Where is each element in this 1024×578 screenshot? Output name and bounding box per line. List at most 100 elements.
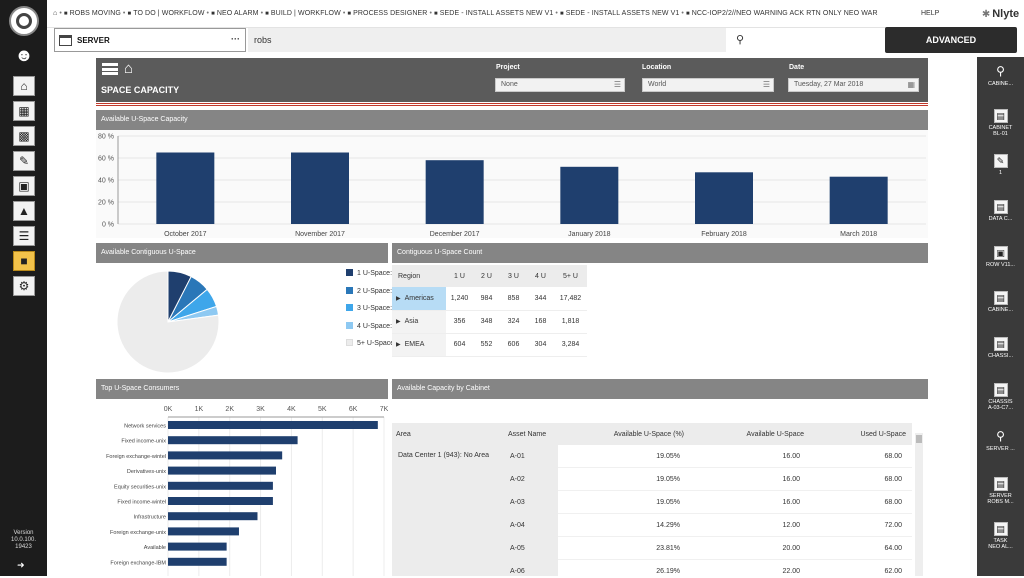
column-header[interactable]: Available U-Space (%) — [613, 431, 684, 438]
more-options-icon[interactable]: ··· — [231, 34, 240, 44]
recent-item[interactable]: ▤ CHASSI... — [977, 337, 1024, 359]
edit-nav-icon[interactable]: ✎ — [13, 151, 35, 171]
asset-name-cell[interactable]: A-03 — [504, 491, 558, 514]
legend-entry[interactable]: 1 U-Space: 2,200 — [346, 269, 411, 277]
recent-item[interactable]: ▤ CABINE... — [977, 291, 1024, 313]
legend-entry[interactable]: 4 U-Space: 816 — [346, 321, 406, 330]
recent-item[interactable]: ⚲ CABINE... — [977, 65, 1024, 88]
table-row[interactable]: A-03 19.05% 16.00 68.00 — [504, 491, 912, 514]
layout-nav-icon[interactable]: ▣ — [13, 176, 35, 196]
breadcrumb-item[interactable]: PROCESS DESIGNER — [353, 10, 428, 17]
scrollbar[interactable] — [915, 433, 923, 576]
date-picker[interactable]: Tuesday, 27 Mar 2018 ▦ — [788, 78, 919, 92]
table-row[interactable]: ▶ EMEA 604 552 606 304 3,284 — [392, 333, 587, 356]
column-header[interactable]: 3 U — [508, 272, 519, 280]
asset-name-cell[interactable]: A-01 — [504, 445, 558, 468]
asset-name-cell[interactable]: A-05 — [504, 537, 558, 560]
bar[interactable] — [168, 557, 227, 566]
home-nav-icon[interactable]: ⌂ — [13, 76, 35, 96]
home-icon[interactable]: ⌂ — [124, 60, 134, 77]
recent-item[interactable]: ▤ TASK NEO AL... — [977, 522, 1024, 550]
column-header[interactable]: 2 U — [481, 272, 492, 280]
column-header[interactable]: Area — [396, 431, 411, 438]
people-icon[interactable]: ☻ — [14, 45, 34, 65]
logout-icon[interactable]: ➜ — [17, 560, 25, 570]
table-row[interactable]: A-05 23.81% 20.00 64.00 — [504, 537, 912, 560]
table-row[interactable]: A-06 26.19% 22.00 62.00 — [504, 560, 912, 576]
bar[interactable] — [168, 497, 273, 505]
column-header[interactable]: 1 U — [454, 272, 465, 280]
bar[interactable] — [156, 152, 215, 225]
bar[interactable] — [168, 451, 283, 460]
recent-item[interactable]: ▤ SERVER ROBS M... — [977, 477, 1024, 505]
breadcrumb-item[interactable]: NEO ALARM — [216, 10, 259, 17]
app-logo-icon[interactable] — [9, 6, 39, 36]
bar[interactable] — [560, 166, 619, 224]
asset-name-cell[interactable]: A-02 — [504, 468, 558, 491]
menu-icon[interactable] — [102, 63, 118, 75]
recent-item[interactable]: ✎ 1 — [977, 154, 1024, 176]
scrollbar-thumb[interactable] — [916, 435, 922, 443]
breadcrumb-item[interactable]: TO DO | WORKFLOW — [133, 10, 205, 17]
column-header[interactable]: Used U-Space — [860, 431, 906, 438]
column-header[interactable]: Asset Name — [508, 431, 547, 438]
list-nav-icon[interactable]: ☰ — [13, 226, 35, 246]
expand-icon[interactable]: ▶ — [396, 342, 401, 348]
region-cell[interactable]: ▶ Americas — [392, 287, 446, 310]
search-input[interactable] — [248, 28, 726, 52]
bar[interactable] — [168, 481, 273, 490]
table-row[interactable]: ▶ Americas 1,240 984 858 344 17,482 — [392, 287, 587, 310]
breadcrumb-item[interactable]: NCC-IOP2/2//NEO WARNING ACK RTN ONLY NEO… — [691, 10, 878, 17]
pick-icon[interactable]: ☰ — [613, 80, 621, 89]
bar[interactable] — [168, 512, 258, 521]
legend-entry[interactable]: 2 U-Space: 1,884 — [346, 286, 411, 295]
bar[interactable] — [291, 152, 349, 225]
project-select[interactable]: None ☰ — [495, 78, 625, 92]
calendar-icon[interactable]: ▦ — [907, 80, 915, 89]
bar[interactable] — [168, 542, 227, 551]
location-select[interactable]: World ☰ — [642, 78, 774, 92]
home-icon[interactable]: ⌂ — [53, 10, 58, 17]
settings-nav-icon[interactable]: ⚙ — [13, 276, 35, 296]
advanced-button[interactable]: ADVANCED — [885, 27, 1017, 53]
expand-icon[interactable]: ▶ — [396, 295, 401, 302]
recent-item[interactable]: ▤ CHASSIS A-03-C7... — [977, 383, 1024, 411]
table-row[interactable]: A-01 19.05% 16.00 68.00 — [504, 445, 912, 468]
bar[interactable] — [168, 421, 378, 429]
table-row[interactable]: A-04 14.29% 12.00 72.00 — [504, 514, 912, 537]
bar[interactable] — [695, 172, 753, 224]
search-icon[interactable]: ⚲ — [736, 34, 745, 46]
column-header[interactable]: Region — [398, 272, 421, 280]
asset-name-cell[interactable]: A-04 — [504, 514, 558, 537]
bar[interactable] — [829, 176, 888, 224]
pie-slice[interactable] — [116, 270, 220, 374]
recent-item[interactable]: ▤ CABINET BL-01 — [977, 109, 1024, 137]
legend-entry[interactable]: 3 U-Space: 1,788 — [346, 304, 411, 312]
bar[interactable] — [168, 466, 276, 475]
breadcrumb-item[interactable]: BUILD | WORKFLOW — [270, 10, 341, 17]
grid-nav-icon[interactable]: ▦ — [13, 101, 35, 121]
column-header[interactable]: Available U-Space — [746, 431, 804, 438]
legend-entry[interactable]: 5+ U-Space: 22,584 — [346, 339, 419, 347]
pick-icon[interactable]: ☰ — [762, 80, 770, 89]
recent-item[interactable]: ▤ DATA C... — [977, 200, 1024, 222]
table-row[interactable]: ▶ Asia 356 348 324 168 1,818 — [392, 310, 587, 333]
region-cell[interactable]: ▶ Asia — [392, 310, 446, 333]
column-header[interactable]: 5+ U — [563, 272, 578, 280]
building-nav-icon[interactable]: ▩ — [13, 126, 35, 146]
table-row[interactable]: A-02 19.05% 16.00 68.00 — [504, 468, 912, 491]
bar[interactable] — [168, 436, 298, 445]
asset-name-cell[interactable]: A-06 — [504, 560, 558, 576]
column-header[interactable]: 4 U — [535, 272, 546, 280]
breadcrumb-item[interactable]: ROBS MOVING — [69, 10, 121, 17]
recent-item[interactable]: ⚲ SERVER ... — [977, 430, 1024, 453]
bar[interactable] — [168, 527, 239, 536]
breadcrumb-item[interactable]: SEDE - INSTALL ASSETS NEW V1 — [439, 10, 554, 17]
recent-item[interactable]: ▣ ROW V11... — [977, 246, 1024, 268]
expand-icon[interactable]: ▶ — [396, 319, 401, 325]
image-nav-icon[interactable]: ▲ — [13, 201, 35, 221]
breadcrumb-item[interactable]: SEDE - INSTALL ASSETS NEW V1 — [565, 10, 680, 17]
help-link[interactable]: HELP — [921, 10, 940, 17]
bar[interactable] — [425, 160, 484, 224]
search-scope-select[interactable]: SERVER ··· — [54, 28, 246, 52]
